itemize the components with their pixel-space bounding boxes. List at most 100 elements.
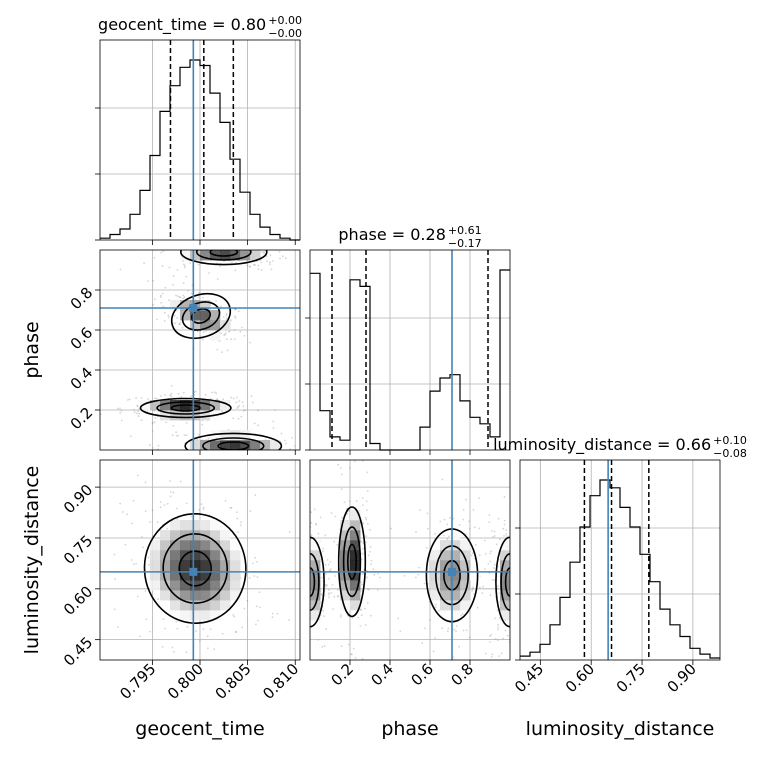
scatter-point <box>306 625 308 627</box>
scatter-point <box>528 573 530 575</box>
density-cell <box>450 530 461 541</box>
scatter-point <box>330 592 333 594</box>
density-cell <box>250 440 261 450</box>
density-cell <box>500 590 510 601</box>
density-cell <box>210 520 221 531</box>
density-cell <box>240 250 251 261</box>
density-cell <box>200 520 211 531</box>
scatter-point <box>186 625 189 628</box>
scatter-point <box>149 521 152 523</box>
scatter-point <box>239 524 242 527</box>
scatter-point <box>166 502 169 505</box>
scatter-point <box>222 398 225 401</box>
density-cell <box>440 610 451 621</box>
scatter-point <box>352 647 355 650</box>
scatter-point <box>292 592 294 594</box>
histogram-geocent_time <box>100 59 300 241</box>
scatter-point <box>512 669 514 671</box>
scatter-point <box>511 567 513 569</box>
scatter-point <box>182 282 185 285</box>
scatter-point <box>310 511 312 514</box>
scatter-point <box>223 334 226 336</box>
scatter-point <box>209 628 212 631</box>
scatter-point <box>158 238 160 240</box>
scatter-point <box>442 534 445 537</box>
scatter-point <box>304 574 306 576</box>
scatter-point <box>364 541 367 544</box>
scatter-point <box>493 530 496 533</box>
scatter-point <box>308 637 310 639</box>
scatter-point <box>506 634 509 637</box>
scatter-point <box>237 310 240 313</box>
density-cell <box>170 410 181 421</box>
contour-level-0 <box>170 404 201 412</box>
scatter-point <box>249 341 251 344</box>
density-cell <box>220 570 231 581</box>
scatter-point <box>231 242 233 244</box>
scatter-point <box>478 527 481 530</box>
scatter-point <box>493 579 496 582</box>
scatter-point <box>218 235 220 237</box>
scatter-point <box>340 473 343 476</box>
scatter-point <box>354 657 357 659</box>
scatter-point <box>143 262 146 265</box>
scatter-point <box>461 613 464 615</box>
scatter-point <box>346 438 348 440</box>
scatter-point <box>318 461 320 463</box>
scatter-point <box>290 566 292 568</box>
scatter-point <box>198 508 201 511</box>
scatter-point <box>472 508 475 511</box>
scatter-point <box>163 311 166 314</box>
scatter-point <box>151 430 154 432</box>
scatter-point <box>185 465 187 467</box>
scatter-point <box>525 572 527 574</box>
scatter-point <box>524 641 526 643</box>
scatter-point <box>133 409 135 411</box>
scatter-point <box>521 578 523 580</box>
scatter-point <box>157 598 160 600</box>
scatter-point <box>272 260 274 262</box>
contour-level-1 <box>181 301 221 331</box>
scatter-point <box>324 534 327 536</box>
scatter-point <box>213 245 215 247</box>
scatter-point <box>216 398 219 401</box>
scatter-point <box>365 518 368 521</box>
scatter-point <box>233 315 236 318</box>
scatter-point <box>438 609 440 612</box>
contour-level-2 <box>337 506 367 618</box>
scatter-point <box>224 333 227 336</box>
scatter-point <box>218 340 221 342</box>
scatter-point <box>249 510 252 513</box>
density-cell <box>170 300 181 311</box>
scatter-point <box>185 502 188 505</box>
density-cell <box>500 550 510 561</box>
scatter-point <box>176 455 178 457</box>
scatter-point <box>304 598 306 600</box>
scatter-point <box>499 538 501 541</box>
scatter-point <box>288 531 291 533</box>
scatter-point <box>369 614 372 617</box>
scatter-point <box>222 316 225 318</box>
scatter-point <box>169 491 172 493</box>
scatter-point <box>390 527 392 530</box>
scatter-point <box>154 417 157 419</box>
density-cell <box>190 540 201 551</box>
scatter-point <box>252 247 254 249</box>
scatter-point <box>159 506 162 509</box>
scatter-point <box>516 601 518 603</box>
density-cell <box>340 560 351 571</box>
scatter-point <box>281 526 283 528</box>
scatter-point <box>511 567 513 569</box>
scatter-point <box>225 314 228 317</box>
scatter-point <box>194 390 197 393</box>
scatter-point <box>484 568 486 570</box>
density-cell <box>230 560 241 571</box>
scatter-point <box>300 592 302 594</box>
scatter-point <box>153 247 155 249</box>
density-cell <box>500 610 510 621</box>
scatter-point <box>220 305 222 308</box>
scatter-point <box>225 338 228 341</box>
scatter-point <box>162 618 165 621</box>
scatter-point <box>164 627 167 630</box>
density-cell <box>190 520 201 531</box>
